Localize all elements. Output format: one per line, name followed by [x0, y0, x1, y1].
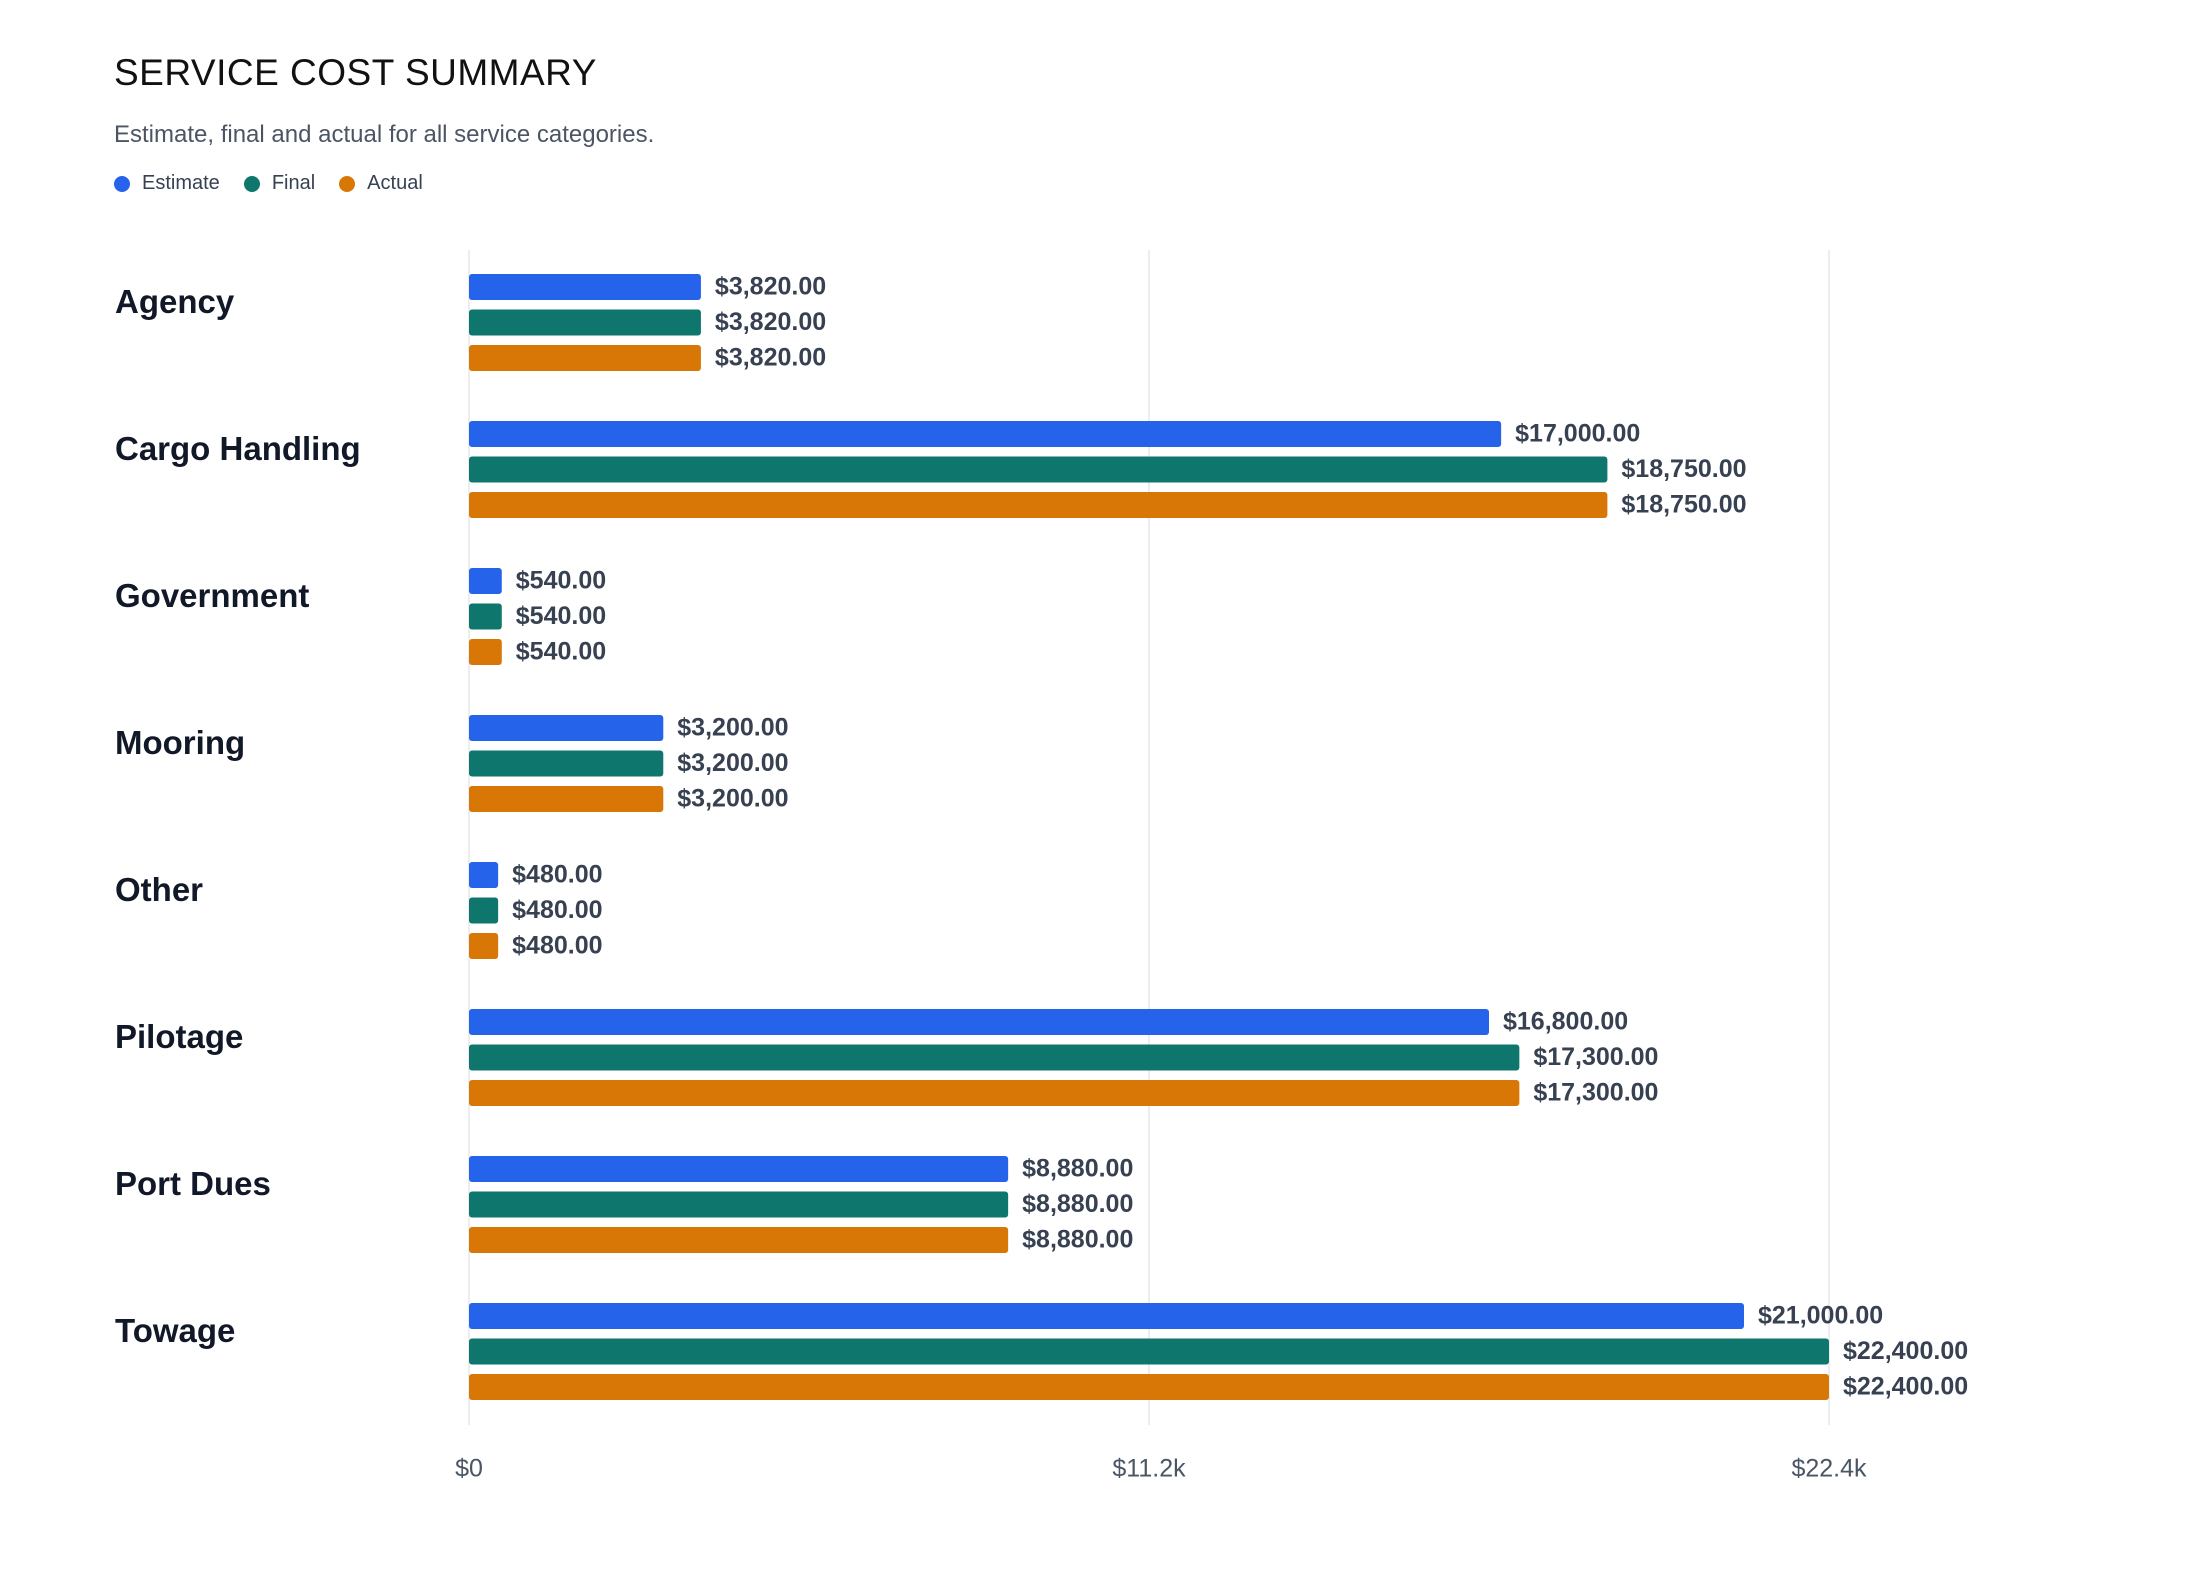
bar-value-label: $22,400.00 [1843, 1337, 1968, 1365]
chart-title: SERVICE COST SUMMARY [114, 52, 597, 93]
bar-actual [469, 933, 499, 959]
bar-value-label: $540.00 [516, 567, 606, 595]
bar-actual [469, 1374, 1829, 1400]
bar-actual [469, 1227, 1009, 1253]
x-tick-label: $0 [455, 1455, 483, 1483]
bar-actual [469, 639, 502, 665]
bar-final [469, 309, 701, 336]
bar-actual [469, 1080, 1520, 1106]
bar-value-label: $3,200.00 [677, 749, 788, 777]
chart-legend: Estimate Final Actual [114, 172, 423, 195]
bar-value-label: $3,820.00 [715, 308, 826, 336]
legend-item-actual[interactable]: Actual [339, 172, 423, 195]
bar-estimate [469, 1303, 1744, 1329]
bar-estimate [469, 1009, 1489, 1035]
bar-actual [469, 492, 1608, 518]
bar-final [469, 456, 1608, 483]
bar-final [469, 897, 499, 924]
chart-subtitle: Estimate, final and actual for all servi… [114, 121, 655, 148]
bar-estimate [469, 715, 664, 741]
legend-swatch-actual [339, 175, 356, 192]
category-label: Pilotage [115, 1018, 243, 1055]
legend-label-final: Final [271, 172, 316, 194]
bar-value-label: $480.00 [512, 896, 602, 924]
category-label: Other [115, 871, 203, 908]
bar-value-label: $8,880.00 [1022, 1226, 1133, 1254]
bar-value-label: $540.00 [516, 602, 606, 630]
bar-estimate [469, 421, 1502, 447]
bar-final [469, 1191, 1009, 1218]
category-label: Towage [115, 1312, 235, 1349]
bar-value-label: $8,880.00 [1022, 1155, 1133, 1183]
bar-value-label: $3,820.00 [715, 344, 826, 372]
bar-value-label: $480.00 [512, 861, 602, 889]
bar-value-label: $3,200.00 [677, 785, 788, 813]
bar-final [469, 1338, 1829, 1365]
bar-value-label: $3,820.00 [715, 273, 826, 301]
x-tick-label: $22.4k [1791, 1455, 1867, 1483]
bar-estimate [469, 862, 499, 888]
bar-estimate [469, 568, 502, 594]
bar-value-label: $18,750.00 [1621, 455, 1746, 483]
bar-value-label: $18,750.00 [1621, 491, 1746, 519]
bar-value-label: $540.00 [516, 638, 606, 666]
bar-actual [469, 345, 701, 371]
bar-actual [469, 786, 664, 812]
legend-item-estimate[interactable]: Estimate [114, 172, 220, 195]
bar-value-label: $17,300.00 [1533, 1043, 1658, 1071]
legend-label-actual: Actual [367, 172, 423, 194]
bar-value-label: $17,000.00 [1515, 420, 1640, 448]
legend-swatch-estimate [114, 175, 130, 192]
category-label: Port Dues [115, 1165, 271, 1202]
bar-value-label: $21,000.00 [1758, 1302, 1883, 1330]
bar-value-label: $16,800.00 [1503, 1008, 1628, 1036]
legend-swatch-final [243, 175, 260, 192]
bar-value-label: $480.00 [512, 932, 602, 960]
bar-value-label: $22,400.00 [1843, 1373, 1968, 1401]
bar-final [469, 603, 502, 630]
bar-final [469, 1044, 1520, 1071]
legend-item-final[interactable]: Final [243, 172, 316, 195]
bar-value-label: $8,880.00 [1022, 1190, 1133, 1218]
x-tick-label: $11.2k [1112, 1455, 1186, 1483]
category-label: Government [115, 577, 309, 614]
bar-value-label: $17,300.00 [1533, 1079, 1658, 1107]
legend-label-estimate: Estimate [142, 172, 220, 194]
bar-estimate [469, 1156, 1009, 1182]
category-label: Cargo Handling [115, 430, 361, 467]
category-label: Mooring [115, 724, 245, 761]
bar-value-label: $3,200.00 [677, 714, 788, 742]
bar-estimate [469, 274, 701, 300]
category-label: Agency [115, 283, 235, 320]
bar-final [469, 750, 664, 777]
